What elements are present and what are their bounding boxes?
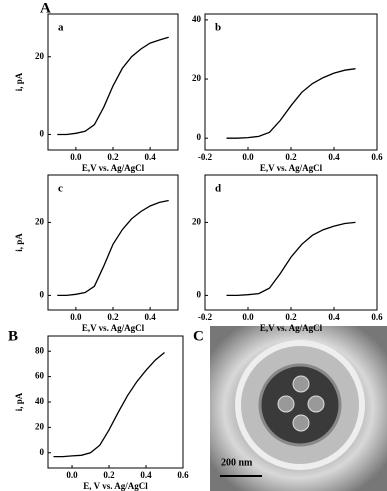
y-tick-label: 20 (192, 216, 202, 226)
panel-label: C (193, 328, 204, 344)
y-tick-label: 20 (192, 73, 202, 83)
x-axis-label: E, V vs. Ag/AgCl (83, 481, 148, 491)
plot-frame (47, 174, 179, 311)
y-tick-label: 0 (40, 129, 45, 139)
x-tick-label: 0.4 (145, 152, 157, 162)
x-tick-label: -0.2 (198, 152, 213, 162)
y-axis-label: i, pA (14, 392, 24, 411)
plot-frame (204, 174, 378, 311)
y-tick-label: 20 (35, 421, 45, 431)
data-line (57, 36, 169, 136)
x-tick-label: 0.4 (140, 470, 152, 480)
x-tick-label: 0.0 (70, 312, 82, 322)
chart-title: a (58, 22, 64, 34)
x-tick-label: 0.4 (145, 312, 157, 322)
plot-frame (47, 335, 184, 469)
x-tick-label: 0.6 (371, 312, 383, 322)
y-tick-label: 20 (35, 51, 45, 61)
x-tick-label: -0.2 (198, 312, 213, 322)
x-tick-label: 0.0 (242, 312, 254, 322)
y-tick-label: 0 (197, 289, 202, 299)
chart-title: c (58, 183, 63, 195)
scale-bar-label: 200 nm (221, 457, 253, 468)
panel-label: B (8, 328, 18, 344)
y-axis-label: i, pA (14, 72, 24, 91)
x-tick-label: 0.6 (177, 470, 189, 480)
y-tick-label: 0 (40, 447, 45, 457)
y-tick-label: 40 (192, 14, 202, 24)
chart-title: b (215, 22, 221, 34)
y-tick-label: 0 (40, 289, 45, 299)
y-tick-label: 20 (35, 216, 45, 226)
x-axis-label: E,V vs. Ag/AgCl (82, 323, 145, 333)
x-tick-label: 0.0 (66, 470, 78, 480)
x-tick-label: 0.2 (103, 470, 115, 480)
x-axis-label: E,V vs. Ag/AgCl (260, 163, 323, 173)
y-tick-label: 60 (35, 371, 45, 381)
x-axis-label: E,V vs. Ag/AgCl (82, 163, 145, 173)
x-axis-label: E,V vs. Ag/AgCl (260, 323, 323, 333)
y-axis-label: i, pA (14, 233, 24, 252)
y-tick-label: 80 (35, 345, 45, 355)
x-tick-label: 0.2 (285, 312, 297, 322)
data-line (53, 351, 165, 458)
x-tick-label: 0.0 (70, 152, 82, 162)
data-line (57, 199, 169, 297)
panel-label: A (40, 0, 51, 16)
data-line (226, 221, 356, 297)
y-tick-label: 0 (197, 132, 202, 142)
x-tick-label: 0.2 (107, 152, 119, 162)
chart-title: d (215, 183, 221, 195)
y-tick-label: 40 (35, 396, 45, 406)
x-tick-label: 0.2 (107, 312, 119, 322)
sem-image (210, 326, 387, 491)
data-line (226, 68, 356, 139)
x-tick-label: 0.4 (328, 152, 340, 162)
plot-frame (47, 13, 179, 151)
x-tick-label: 0.4 (328, 312, 340, 322)
x-tick-label: 0.0 (242, 152, 254, 162)
x-tick-label: 0.6 (371, 152, 383, 162)
x-tick-label: 0.2 (285, 152, 297, 162)
plot-frame (204, 13, 378, 151)
